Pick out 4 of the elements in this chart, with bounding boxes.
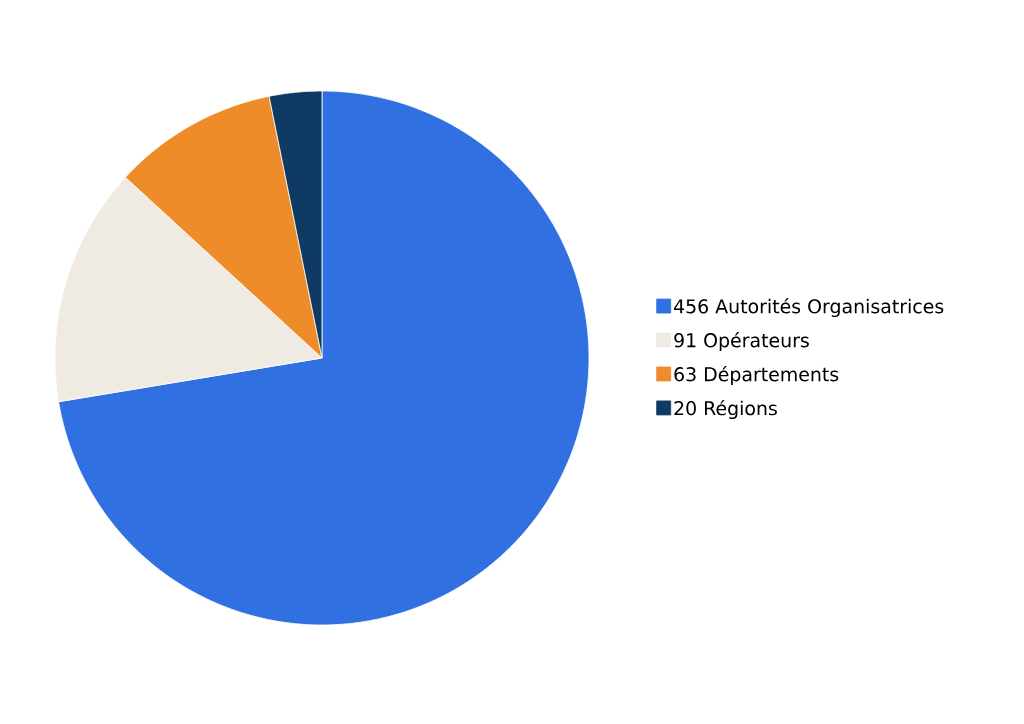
legend-label: 63 Départements (674, 365, 839, 386)
legend-label: 456 Autorités Organisatrices (673, 298, 944, 318)
legend-label: 91 Opérateurs (674, 332, 809, 352)
legend-label: 20 Régions (674, 399, 777, 420)
